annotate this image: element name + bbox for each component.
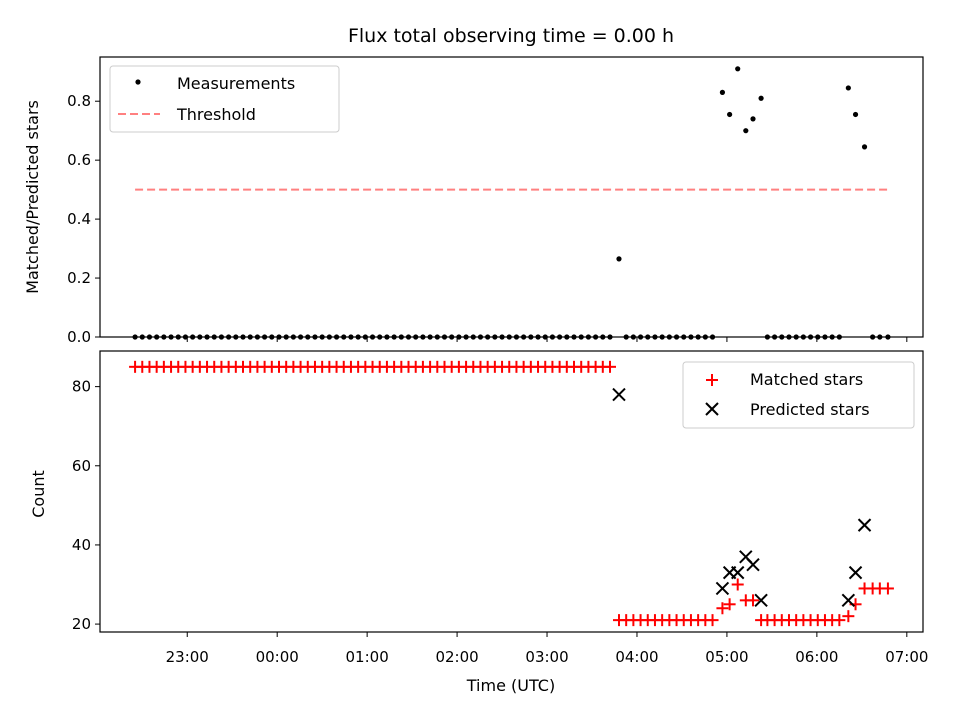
ratio-legend-box: [109, 65, 340, 133]
y-tick-label: 20: [72, 615, 91, 633]
ratio-y-axis-label: Matched/Predicted stars: [23, 100, 42, 294]
x-tick-label: 03:00: [525, 648, 568, 666]
x-tick-label: 05:00: [705, 648, 748, 666]
legend-predicted-label: Predicted stars: [750, 400, 870, 419]
count-panel: 20 40 60 80 23:00 00:00 01:00 02:00 03:00 04:00 0…: [29, 350, 928, 695]
predicted-marker: [731, 565, 745, 580]
y-tick-label: 0.2: [67, 269, 91, 287]
legend-measurements-marker: [135, 79, 141, 85]
x-tick-label: 02:00: [435, 648, 478, 666]
matched-marker: [706, 614, 719, 627]
count-legend: Matched stars Predicted stars: [682, 361, 915, 429]
matched-marker: [716, 602, 729, 615]
count-x-ticks: 23:00 00:00 01:00 02:00 03:00 04:00 05:00 06:00…: [166, 632, 928, 666]
ratio-axes-frame: [99, 56, 924, 338]
count-y-axis-label: Count: [29, 470, 48, 518]
matched-marker: [842, 610, 855, 623]
matched-marker: [723, 598, 736, 611]
measurement-point: [719, 89, 726, 95]
legend-threshold-label: Threshold: [176, 105, 256, 124]
count-y-ticks: 20 40 60 80: [72, 378, 100, 633]
count-axes-frame: [99, 350, 924, 633]
ratio-legend: Measurements Threshold: [109, 65, 340, 133]
legend-predicted-marker: [705, 402, 719, 416]
y-tick-label: 0.4: [67, 210, 91, 228]
x-tick-label: 01:00: [346, 648, 389, 666]
predicted-marker: [857, 518, 872, 532]
predicted-marker: [746, 558, 760, 572]
x-axis-label: Time (UTC): [466, 676, 555, 695]
measurement-point: [852, 111, 859, 118]
measurement-point: [616, 256, 622, 262]
x-tick-label: 04:00: [615, 648, 658, 666]
y-tick-label: 40: [72, 536, 91, 554]
matched-marker: [603, 360, 616, 373]
x-tick-label: 07:00: [885, 648, 928, 666]
y-tick-label: 0.8: [67, 92, 91, 110]
ratio-y-ticks: 0.0 0.2 0.4 0.6 0.8: [67, 92, 100, 346]
matched-marker: [731, 578, 744, 591]
x-tick-label: 06:00: [795, 648, 838, 666]
y-tick-label: 0.6: [67, 151, 91, 169]
predicted-marker: [841, 593, 856, 608]
chart-title: Flux total observing time = 0.00 h: [348, 25, 674, 47]
measurement-point: [750, 116, 756, 122]
measurement-point: [727, 111, 733, 118]
measurement-point: [861, 144, 868, 150]
measurement-point: [743, 128, 749, 134]
predicted-marker: [848, 565, 863, 580]
measurement-point: [845, 85, 851, 91]
predicted-marker: [754, 593, 768, 608]
x-tick-label: 23:00: [166, 648, 209, 666]
legend-measurements-label: Measurements: [177, 74, 295, 93]
measurement-point: [735, 66, 741, 72]
ratio-panel: 0.00.20.40.60.8 Matched/Predicted stars …: [23, 56, 924, 346]
predicted-marker: [612, 387, 626, 402]
y-tick-label: 80: [72, 378, 91, 396]
legend-matched-marker: [706, 374, 718, 386]
x-tick-label: 00:00: [256, 648, 299, 666]
matched-marker: [881, 582, 894, 595]
y-tick-label: 0.0: [67, 328, 91, 346]
count-plot-area: [129, 360, 894, 627]
matched-marker: [747, 594, 760, 607]
matched-marker: [833, 614, 846, 627]
y-tick-label: 60: [72, 457, 91, 475]
ratio-x-ticks: [186, 337, 908, 342]
count-legend-box: [682, 361, 915, 429]
measurement-point: [758, 95, 764, 101]
predicted-marker: [715, 581, 730, 596]
legend-matched-label: Matched stars: [750, 370, 863, 389]
